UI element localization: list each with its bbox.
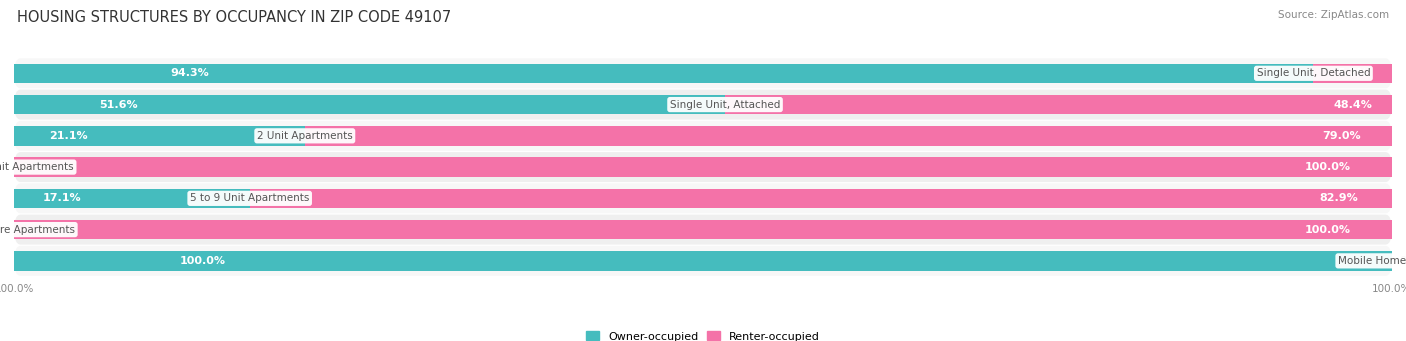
Bar xyxy=(250,189,1392,208)
Text: 10 or more Apartments: 10 or more Apartments xyxy=(0,225,75,235)
Text: 21.1%: 21.1% xyxy=(49,131,87,141)
Bar xyxy=(14,95,725,114)
FancyBboxPatch shape xyxy=(14,214,1392,244)
Text: 5 to 9 Unit Apartments: 5 to 9 Unit Apartments xyxy=(190,193,309,203)
Bar xyxy=(14,158,1392,177)
Text: 100.0%: 100.0% xyxy=(1305,225,1351,235)
Legend: Owner-occupied, Renter-occupied: Owner-occupied, Renter-occupied xyxy=(581,327,825,341)
FancyBboxPatch shape xyxy=(14,152,1392,182)
Bar xyxy=(725,95,1392,114)
Bar xyxy=(305,126,1393,146)
Bar xyxy=(14,64,1313,83)
Text: 5.7%: 5.7% xyxy=(1337,68,1368,78)
FancyBboxPatch shape xyxy=(14,246,1392,276)
Bar xyxy=(14,189,250,208)
Text: 0.0%: 0.0% xyxy=(1399,256,1406,266)
Text: 82.9%: 82.9% xyxy=(1319,193,1358,203)
Text: 2 Unit Apartments: 2 Unit Apartments xyxy=(257,131,353,141)
Text: 3 or 4 Unit Apartments: 3 or 4 Unit Apartments xyxy=(0,162,75,172)
Text: Single Unit, Attached: Single Unit, Attached xyxy=(669,100,780,109)
Text: 94.3%: 94.3% xyxy=(170,68,208,78)
FancyBboxPatch shape xyxy=(14,183,1392,213)
FancyBboxPatch shape xyxy=(14,121,1392,151)
Text: Single Unit, Detached: Single Unit, Detached xyxy=(1257,68,1371,78)
Text: 48.4%: 48.4% xyxy=(1333,100,1372,109)
Text: HOUSING STRUCTURES BY OCCUPANCY IN ZIP CODE 49107: HOUSING STRUCTURES BY OCCUPANCY IN ZIP C… xyxy=(17,10,451,25)
Text: 17.1%: 17.1% xyxy=(42,193,82,203)
Bar xyxy=(14,220,1392,239)
FancyBboxPatch shape xyxy=(14,90,1392,120)
Text: 51.6%: 51.6% xyxy=(100,100,138,109)
Bar xyxy=(14,126,305,146)
Text: Mobile Home / Other: Mobile Home / Other xyxy=(1339,256,1406,266)
Text: 100.0%: 100.0% xyxy=(1305,162,1351,172)
Text: 0.0%: 0.0% xyxy=(21,162,49,172)
Text: Source: ZipAtlas.com: Source: ZipAtlas.com xyxy=(1278,10,1389,20)
Text: 100.0%: 100.0% xyxy=(180,256,225,266)
Bar xyxy=(1313,64,1392,83)
Text: 0.0%: 0.0% xyxy=(21,225,49,235)
FancyBboxPatch shape xyxy=(14,58,1392,88)
Bar xyxy=(14,251,1392,270)
Text: 79.0%: 79.0% xyxy=(1322,131,1361,141)
